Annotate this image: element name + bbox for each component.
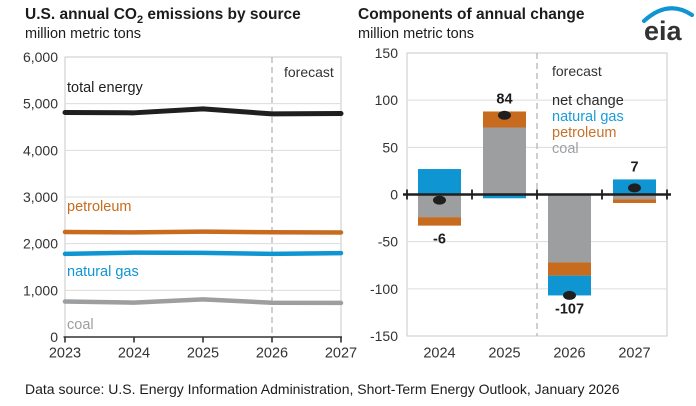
net-change-dot-2026 [563,290,576,300]
right-ytick-label: 50 [382,139,398,155]
bar-segment-natural-gas-2025 [483,194,526,199]
left-ytick-label: 5,000 [23,96,58,112]
bar-segment-petroleum-2024 [418,217,461,226]
right-chart-subtitle: million metric tons [358,26,475,42]
label-total-energy: total energy [67,80,143,96]
left-ytick-label: 3,000 [23,189,58,205]
right-forecast-label: forecast [552,63,602,79]
right-chart-legend: net change natural gas petroleum coal [552,93,624,158]
left-ytick-label: 2,000 [23,236,58,252]
right-ytick-label: 100 [375,92,399,108]
label-natural-gas: natural gas [67,264,139,280]
eia-logo: eia [641,4,695,46]
net-change-dot-2027 [628,183,641,193]
data-source-note: Data source: U.S. Energy Information Adm… [25,381,620,397]
bar-segment-coal-2026 [548,194,591,263]
right-chart-title: Components of annual change [358,6,585,23]
series-line-total-energy [62,106,344,117]
bar-segment-natural-gas-2024 [418,169,461,195]
net-change-dot-2024 [433,195,446,205]
bar-value-label: 84 [496,91,512,107]
left-ytick-label: 4,000 [23,142,58,158]
bar-value-label: -107 [555,301,584,317]
left-ytick-label: 0 [50,329,58,345]
left-xtick-label: 2025 [187,346,219,362]
series-line-petroleum [62,229,344,235]
bar-segment-natural-gas-2026 [548,275,591,296]
bar-value-label: 7 [630,159,638,175]
right-xtick-label: 2027 [618,346,650,362]
right-ytick-label: -150 [370,328,398,344]
left-ytick-label: 1,000 [23,282,58,298]
co2-subscript: 2 [136,14,144,27]
bar-segment-coal-2027 [613,194,656,200]
left-title-prefix: U.S. annual CO [25,6,137,23]
bar-segment-petroleum-2027 [613,199,656,203]
net-change-dot-2025 [498,110,511,120]
legend-item-natural-gas: natural gas [552,108,624,125]
left-ytick-label: 6,000 [23,49,58,65]
left-title-suffix: emissions by source [143,6,301,23]
right-ytick-label: -100 [370,281,398,297]
right-ytick-label: 150 [375,45,399,61]
left-xtick-label: 2027 [325,346,357,362]
left-xtick-label: 2024 [118,346,150,362]
legend-item-petroleum: petroleum [552,124,617,141]
left-chart-title: U.S. annual CO2 emissions by source [25,6,301,26]
bar-segment-coal-2024 [418,194,461,218]
bar-segment-coal-2025 [483,127,526,195]
bar-segment-petroleum-2026 [548,262,591,276]
right-xtick-label: 2026 [553,346,585,362]
left-forecast-label: forecast [284,64,334,80]
right-xtick-label: 2025 [488,346,520,362]
left-xtick-label: 2023 [49,346,81,362]
eia-swoosh [641,6,695,24]
legend-item-coal: coal [552,140,579,157]
label-petroleum: petroleum [67,199,132,215]
right-ytick-label: -50 [378,234,398,250]
label-coal: coal [67,317,94,333]
right-xtick-label: 2024 [423,346,455,362]
series-line-natural-gas [62,250,344,257]
eia-logo-text: eia [644,16,683,46]
left-xtick-label: 2026 [256,346,288,362]
legend-item-net-change: net change [552,93,624,109]
bar-value-label: -6 [433,232,446,248]
left-chart-subtitle: million metric tons [25,26,142,42]
series-line-coal [62,297,344,306]
right-ytick-label: 0 [390,187,398,203]
eia-logo-graphic: eia [641,6,695,46]
